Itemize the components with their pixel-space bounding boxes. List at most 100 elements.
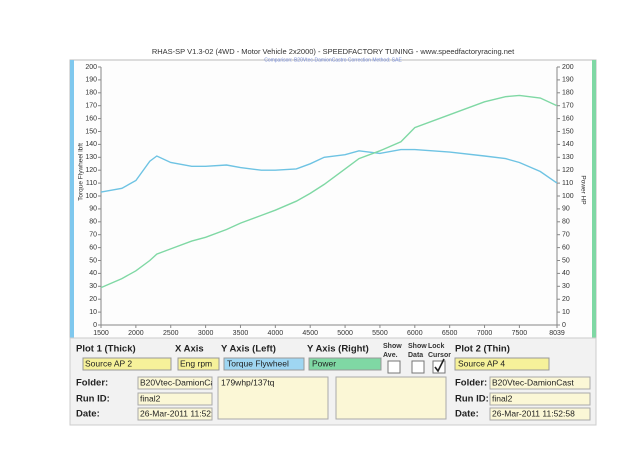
date-clip: 26-Mar-2011 11:52:58 xyxy=(492,408,575,418)
y2-tick-label: 130 xyxy=(562,154,574,161)
y-tick-label: 10 xyxy=(89,309,97,316)
y2-tick-label: 140 xyxy=(562,141,574,148)
right-strip xyxy=(592,60,596,338)
y2-axis-title: Power HP xyxy=(579,175,586,204)
y-tick-label: 100 xyxy=(85,193,97,200)
x-tick-label: 5000 xyxy=(337,330,353,337)
check-label: Ave. xyxy=(383,352,398,359)
x-tick-label: 2000 xyxy=(128,330,144,337)
run-clip: final2 xyxy=(492,393,513,403)
x-tick-label: 8039 xyxy=(549,330,565,337)
notes-box[interactable] xyxy=(335,376,447,420)
y-tick-label: 120 xyxy=(85,167,97,174)
y2-tick-label: 200 xyxy=(562,64,574,71)
plot2-select[interactable] xyxy=(454,357,550,371)
folder-clip: B20Vtec-DamionCast xyxy=(492,377,574,387)
notes-text: 179whp/137tq xyxy=(221,377,275,387)
date-field[interactable] xyxy=(489,407,591,421)
y-tick-label: 190 xyxy=(85,77,97,84)
y-tick-label: 80 xyxy=(89,219,97,226)
y-tick-label: 20 xyxy=(89,296,97,303)
y-left-select[interactable] xyxy=(223,357,305,371)
folder-value: B20Vtec-DamionCast xyxy=(492,377,574,387)
plot2-label: Plot 2 (Thin) xyxy=(455,344,510,355)
x-tick-label: 4500 xyxy=(302,330,318,337)
y-tick-label: 140 xyxy=(85,141,97,148)
y-axis-title: Torque Flywheel lbft xyxy=(78,143,85,201)
check-label: Show xyxy=(383,343,402,350)
plot1-select[interactable] xyxy=(82,357,172,371)
y-tick-label: 60 xyxy=(89,244,97,251)
date-label: Date: xyxy=(455,409,479,420)
checkbox[interactable] xyxy=(387,360,401,374)
x-axis-clip: Eng rpm xyxy=(180,358,212,368)
series-line xyxy=(100,148,558,193)
x-tick-label: 3000 xyxy=(198,330,214,337)
x-tick-label: 6500 xyxy=(442,330,458,337)
chart-title: RHAS-SP V1.3-02 (4WD - Motor Vehicle 2x2… xyxy=(152,47,515,56)
plot2-source: Source AP 4 xyxy=(458,358,505,368)
x-axis-select[interactable] xyxy=(177,357,220,371)
run-value: final2 xyxy=(140,393,161,403)
y2-tick-label: 60 xyxy=(562,244,570,251)
y-tick-label: 170 xyxy=(85,103,97,110)
y-right-label: Y Axis (Right) xyxy=(307,344,369,355)
y-tick-label: 200 xyxy=(85,64,97,71)
date-field[interactable] xyxy=(137,407,213,421)
x-axis-label: X Axis xyxy=(175,344,204,355)
y-tick-label: 50 xyxy=(89,257,97,264)
y2-tick-label: 70 xyxy=(562,232,570,239)
left-info: Folder: B20Vtec-DamionCast Run ID: final2 Da… xyxy=(76,376,223,421)
y2-tick-label: 100 xyxy=(562,193,574,200)
y-right-value: Power xyxy=(312,358,336,368)
y-tick-label: 90 xyxy=(89,206,97,213)
y-left-label: Y Axis (Left) xyxy=(221,344,276,355)
x-axis-value: Eng rpm xyxy=(180,358,212,368)
run-clip: final2 xyxy=(140,393,161,403)
series-line xyxy=(100,94,558,289)
x-tick-label: 3500 xyxy=(233,330,249,337)
y2-tick-label: 150 xyxy=(562,128,574,135)
y2-tick-label: 50 xyxy=(562,257,570,264)
y2-tick-label: 190 xyxy=(562,77,574,84)
y-right-select[interactable] xyxy=(308,357,382,371)
check-label: Cursor xyxy=(428,352,451,359)
y-left-clip: Torque Flywheel xyxy=(227,358,289,368)
x-tick-label: 2500 xyxy=(163,330,179,337)
checkbox[interactable] xyxy=(432,360,446,374)
folder-clip: B20Vtec-DamionCast xyxy=(140,377,212,387)
notes-box[interactable] xyxy=(217,376,329,420)
check-label: Data xyxy=(408,352,423,359)
y2-tick-label: 110 xyxy=(562,180,573,187)
x-tick-label: 1500 xyxy=(93,330,109,337)
date-clip: 26-Mar-2011 11:52:58 xyxy=(140,408,223,418)
run-field[interactable] xyxy=(489,392,591,406)
y2-tick-label: 40 xyxy=(562,270,570,277)
y2-tick-label: 30 xyxy=(562,283,570,290)
y-tick-label: 180 xyxy=(85,90,97,97)
y-tick-label: 70 xyxy=(89,232,97,239)
check-mark xyxy=(434,358,445,373)
y2-tick-label: 180 xyxy=(562,90,574,97)
chart-subtitle: Comparison: B20Vtec-DamionCastro Correct… xyxy=(264,57,402,63)
plot1-source: Source AP 2 xyxy=(85,358,132,368)
y-tick-label: 40 xyxy=(89,270,97,277)
date-value: 26-Mar-2011 11:52:58 xyxy=(140,408,223,418)
folder-label: Folder: xyxy=(455,378,487,389)
y2-tick-label: 0 xyxy=(562,322,566,329)
run-value: final2 xyxy=(492,393,513,403)
date-value: 26-Mar-2011 11:52:58 xyxy=(492,408,575,418)
y-tick-label: 160 xyxy=(85,115,97,122)
checkbox[interactable] xyxy=(411,360,425,374)
y-tick-label: 130 xyxy=(85,154,97,161)
y2-tick-label: 10 xyxy=(562,309,570,316)
y-left-value: Torque Flywheel xyxy=(227,358,289,368)
folder-field[interactable] xyxy=(489,376,591,390)
date-label: Date: xyxy=(76,409,100,420)
run-field[interactable] xyxy=(137,392,213,406)
x-tick-label: 6000 xyxy=(407,330,423,337)
folder-field[interactable] xyxy=(137,376,213,390)
x-tick-label: 7500 xyxy=(512,330,528,337)
